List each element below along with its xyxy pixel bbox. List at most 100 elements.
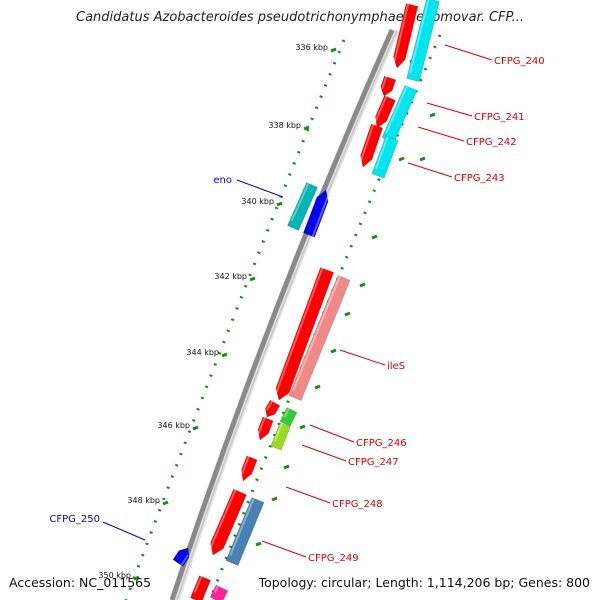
gene-cfpg-246b-shade bbox=[257, 417, 266, 434]
tick-label: 350 kbp bbox=[98, 571, 131, 580]
tick-mark bbox=[330, 47, 337, 53]
minor-tick bbox=[299, 424, 306, 430]
gene-cfpg-243-cyan[interactable] bbox=[371, 135, 399, 179]
gene-cfpg-249[interactable] bbox=[210, 488, 247, 556]
tick-mark bbox=[162, 500, 169, 506]
minor-tick bbox=[398, 156, 405, 162]
gene-ilesa-shade bbox=[275, 267, 324, 393]
gene-label-cfpg_250[interactable]: CFPG_250 bbox=[49, 514, 100, 525]
gene-cfpg-241-cyan-shade bbox=[385, 85, 408, 134]
backbone-highlight bbox=[176, 29, 398, 600]
leader-line bbox=[426, 102, 473, 117]
tick-mark bbox=[276, 201, 283, 207]
gene-label-cfpg_246[interactable]: CFPG_246 bbox=[356, 438, 407, 449]
minor-tick bbox=[429, 112, 436, 118]
gene-features bbox=[172, 0, 440, 600]
gene-label-cfpg_242[interactable]: CFPG_242 bbox=[466, 137, 517, 148]
leader-line bbox=[309, 424, 355, 443]
tick-mark bbox=[249, 276, 256, 282]
tick-label: 340 kbp bbox=[241, 197, 274, 206]
tick-label: 344 kbp bbox=[186, 348, 219, 357]
tick-mark bbox=[303, 125, 310, 131]
accession-text: Accession: NC_011565 bbox=[9, 575, 152, 590]
minor-tick bbox=[283, 464, 290, 470]
minor-tick bbox=[419, 156, 426, 162]
leader-line bbox=[407, 162, 453, 178]
minor-tick bbox=[255, 541, 262, 547]
tick-mark bbox=[221, 352, 228, 358]
gene-cfpg-250-shade bbox=[180, 554, 189, 566]
tick-label: 336 kbp bbox=[295, 43, 328, 52]
gene-label-cfpg_248[interactable]: CFPG_248 bbox=[332, 499, 383, 510]
minor-tick bbox=[371, 234, 378, 240]
gene-iles-pink-shade bbox=[292, 275, 341, 392]
gene-cfpg-252[interactable] bbox=[209, 584, 229, 600]
leader-line bbox=[102, 521, 146, 541]
backbone bbox=[169, 28, 395, 600]
gene-cfpg-241[interactable] bbox=[375, 95, 396, 129]
gene-labels: CFPG_240 CFPG_241 CFPG_242 CFPG_243 eno ileS C… bbox=[49, 44, 545, 564]
gene-label-cfpg_241[interactable]: CFPG_241 bbox=[474, 112, 525, 123]
leader-line bbox=[301, 444, 347, 462]
gene-cfpg-246-green[interactable] bbox=[279, 407, 298, 427]
gene-cfpg-242[interactable] bbox=[360, 123, 384, 168]
gene-eno-teal[interactable] bbox=[287, 182, 318, 231]
gene-cfpg-242-shade bbox=[360, 124, 375, 161]
gene-eno[interactable] bbox=[303, 189, 329, 238]
gene-cfpg-240-shade bbox=[393, 3, 410, 62]
gene-cfpg-246-green-shade bbox=[283, 407, 290, 418]
leader-line bbox=[417, 126, 465, 142]
inner-dotted-guide bbox=[124, 39, 346, 600]
tick-label: 346 kbp bbox=[157, 421, 190, 430]
gene-cfpg-243-cyan-shade bbox=[374, 136, 389, 170]
minor-tick bbox=[314, 384, 321, 390]
gene-label-cfpg_249[interactable]: CFPG_249 bbox=[308, 553, 359, 564]
gene-cfpg-249-blue-shade bbox=[229, 497, 255, 557]
gene-eno-teal-shade bbox=[290, 182, 310, 222]
tick-mark bbox=[192, 425, 199, 431]
leader-line bbox=[285, 486, 331, 504]
tick-mark bbox=[133, 575, 140, 581]
gene-cfpg-240[interactable] bbox=[393, 3, 419, 69]
minor-tick bbox=[344, 311, 351, 317]
gene-cfpg-240-cyan-shade bbox=[409, 0, 430, 74]
gene-cfpg-246b[interactable] bbox=[257, 416, 274, 441]
leader-line bbox=[444, 44, 493, 61]
tick-label: 338 kbp bbox=[268, 121, 301, 130]
minor-tick bbox=[271, 496, 278, 502]
gene-cfpg-247[interactable] bbox=[270, 422, 291, 451]
leader-line bbox=[339, 349, 386, 366]
leader-line bbox=[261, 540, 307, 558]
gene-cfpg-246[interactable] bbox=[265, 399, 281, 418]
gene-cfpg-248-shade bbox=[240, 456, 250, 475]
gene-cfpg-240-cyan[interactable] bbox=[406, 0, 440, 82]
gene-cfpg-241-shade bbox=[374, 96, 388, 122]
gene-cfpg-241a[interactable] bbox=[380, 75, 397, 97]
gene-cfpg-249-shade bbox=[209, 489, 237, 548]
gene-cfpg-246-shade bbox=[266, 400, 273, 411]
gene-cfpg-250[interactable] bbox=[172, 547, 190, 567]
gene-label-cfpg_247[interactable]: CFPG_247 bbox=[348, 457, 399, 468]
minor-tick bbox=[359, 282, 366, 288]
gene-cfpg-251-shade bbox=[193, 576, 203, 594]
gene-label-cfpg_240[interactable]: CFPG_240 bbox=[494, 56, 545, 67]
gene-ilesa[interactable] bbox=[275, 267, 334, 401]
tick-marks: 336 kbp 338 kbp 340 kbp 342 kbp 344 kbp 346 k… bbox=[98, 43, 436, 581]
leader-line bbox=[236, 179, 284, 198]
gene-cfpg-249-blue[interactable] bbox=[225, 497, 265, 566]
gene-label-cfpg_243[interactable]: CFPG_243 bbox=[454, 173, 505, 184]
gene-iles-pink[interactable] bbox=[288, 275, 351, 401]
gene-cfpg-251[interactable] bbox=[190, 575, 211, 600]
gene-cfpg-241a-shade bbox=[381, 76, 388, 90]
gene-cfpg-248[interactable] bbox=[241, 455, 258, 482]
gene-label-iles[interactable]: ileS bbox=[387, 361, 405, 372]
tick-label: 342 kbp bbox=[214, 272, 247, 281]
gene-label-eno[interactable]: eno bbox=[213, 175, 232, 186]
gene-eno-shade bbox=[311, 196, 329, 237]
genome-summary-text: Topology: circular; Length: 1,114,206 bp… bbox=[258, 575, 590, 590]
gene-cfpg-247-shade bbox=[273, 423, 283, 442]
tick-label: 348 kbp bbox=[127, 496, 160, 505]
backbone-outer bbox=[170, 28, 400, 600]
gene-cfpg-252-shade bbox=[213, 585, 219, 594]
